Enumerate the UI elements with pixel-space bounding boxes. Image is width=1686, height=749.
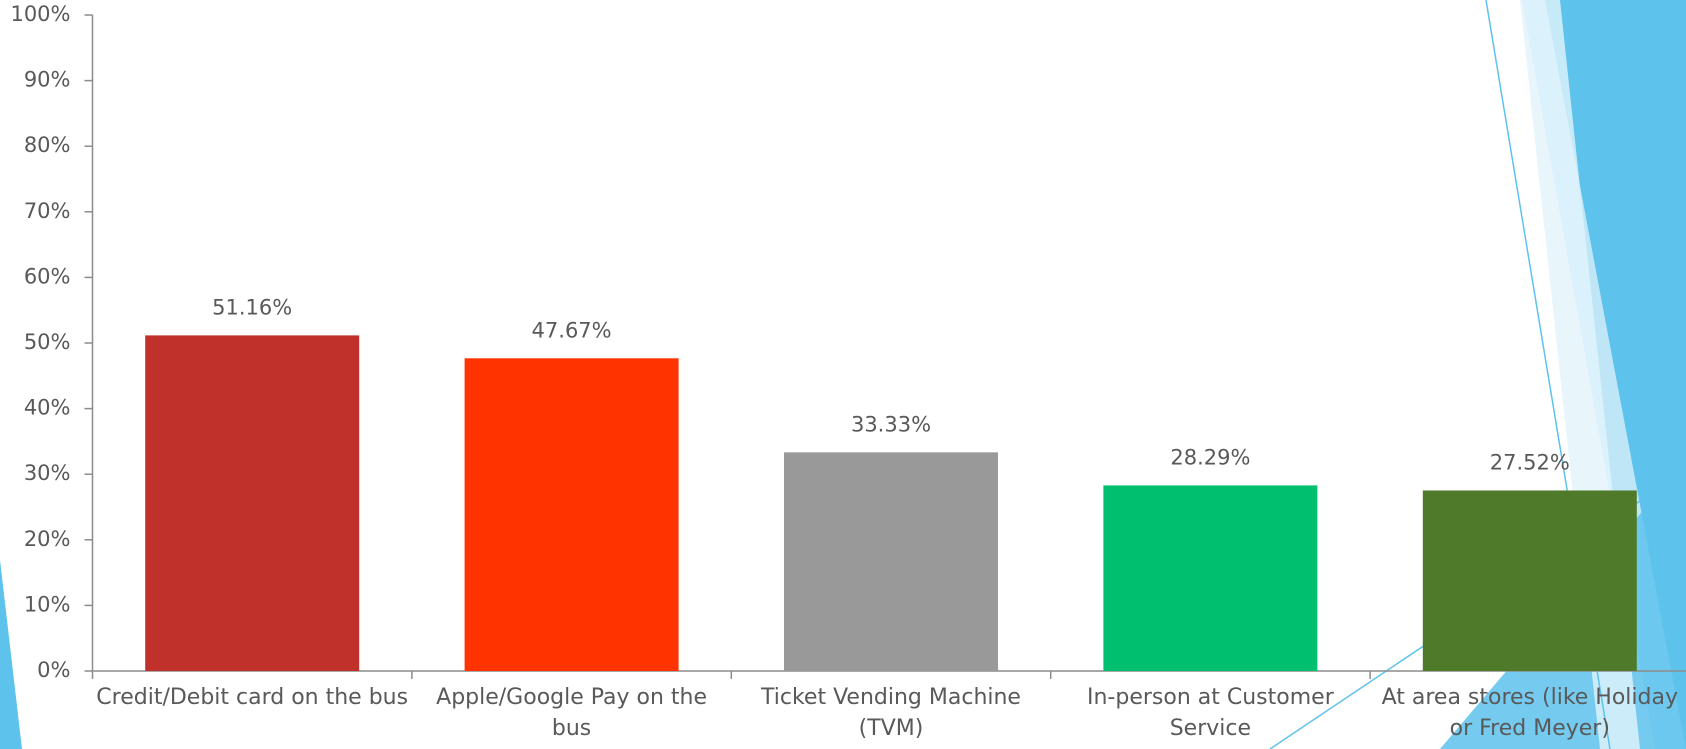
bar [784, 452, 998, 671]
bar [1423, 490, 1637, 671]
value-label: 47.67% [532, 318, 612, 342]
y-tick-label: 70% [24, 199, 71, 223]
bar [465, 358, 679, 671]
value-label: 33.33% [851, 412, 931, 436]
y-tick-label: 80% [24, 133, 71, 157]
value-label: 51.16% [212, 295, 292, 319]
value-label: 28.29% [1170, 445, 1250, 469]
y-tick-label: 30% [24, 461, 71, 485]
y-tick-label: 0% [37, 658, 70, 682]
chart: 0% 10% 20% 30% 40% 50% 60% 70% 80% 90% 100% 51.16% 4… [0, 0, 1686, 749]
y-tick-label: 10% [24, 592, 71, 616]
x-tick-label: At area stores (like Holiday or Fred Mey… [1372, 682, 1686, 744]
x-tick-label: Apple/Google Pay on the bus [414, 682, 729, 744]
bar [1103, 485, 1317, 671]
x-tick-label: In-person at Customer Service [1053, 682, 1368, 744]
y-tick-label: 60% [24, 264, 71, 288]
value-label: 27.52% [1490, 450, 1570, 474]
page: 0% 10% 20% 30% 40% 50% 60% 70% 80% 90% 100% 51.16% 4… [0, 0, 1686, 749]
y-tick-label: 50% [24, 330, 71, 354]
x-tick-label: Credit/Debit card on the bus [95, 682, 410, 713]
y-tick-label: 20% [24, 527, 71, 551]
bar [145, 335, 359, 671]
x-tick-label: Ticket Vending Machine (TVM) [733, 682, 1048, 744]
y-tick-label: 40% [24, 396, 71, 420]
y-tick-label: 100% [10, 2, 70, 26]
y-tick-label: 90% [24, 68, 71, 92]
